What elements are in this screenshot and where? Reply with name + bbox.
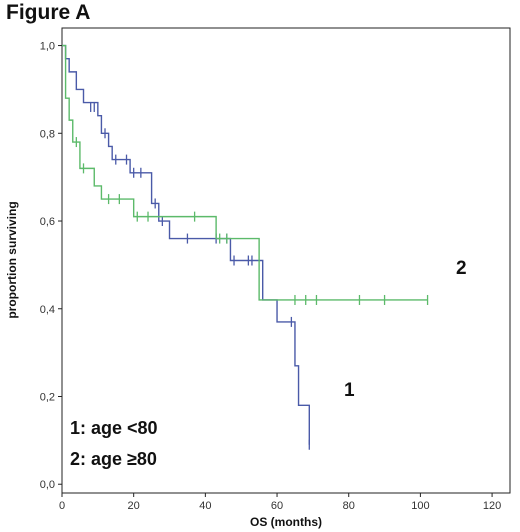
y-tick-label: 1,0: [40, 41, 55, 53]
survival-step-line: [62, 44, 310, 445]
axis-ticks: 0 20 40 60 80 100 120 0,0 0,2 0,4 0,6 0,8 1,0: [40, 41, 502, 512]
survival-step-line: [62, 44, 428, 301]
survival-curves: [62, 44, 429, 450]
x-tick-label: 80: [343, 500, 355, 512]
curve-label-1: 1: [344, 380, 355, 401]
y-tick-label: 0,4: [40, 304, 55, 316]
y-tick-label: 0,2: [40, 391, 55, 403]
series-2: [62, 44, 429, 305]
legend-entry-1: 1: age <80: [70, 418, 158, 438]
y-tick-label: 0,6: [40, 216, 55, 228]
figure-title: Figure A: [6, 1, 91, 24]
plot-frame: [61, 27, 511, 494]
legend-entry-2: 2: age ≥80: [70, 449, 157, 469]
x-tick-label: 40: [199, 500, 211, 512]
x-tick-label: 0: [59, 500, 65, 512]
y-axis-label: proportion surviving: [5, 201, 19, 318]
x-tick-label: 120: [483, 500, 501, 512]
curve-label-2: 2: [456, 258, 467, 279]
y-tick-label: 0,8: [40, 128, 55, 140]
y-tick-label: 0,0: [40, 479, 55, 491]
x-tick-label: 100: [411, 500, 429, 512]
x-tick-label: 20: [128, 500, 140, 512]
x-tick-label: 60: [271, 500, 283, 512]
x-axis-label: OS (months): [250, 515, 322, 529]
